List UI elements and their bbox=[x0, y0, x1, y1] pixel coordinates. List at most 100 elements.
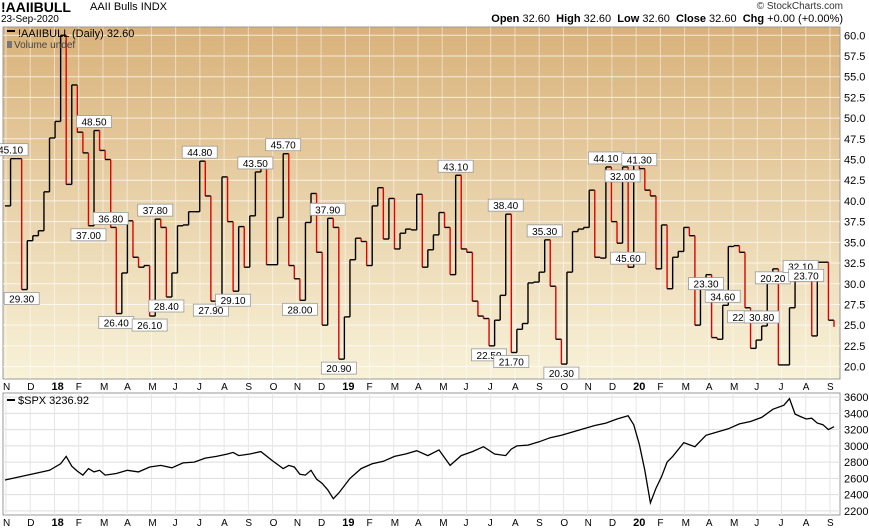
data-label-text: 20.90 bbox=[326, 364, 351, 375]
x-tick-label: A bbox=[512, 518, 519, 529]
x-tick-label: M bbox=[148, 382, 156, 393]
spx-y-tick-label: 2200 bbox=[844, 506, 868, 518]
y-tick-label: 20.0 bbox=[844, 362, 865, 374]
data-label-box bbox=[437, 159, 474, 173]
data-label-box bbox=[493, 355, 530, 368]
data-label-box bbox=[181, 145, 218, 159]
legend-series: !AAIIBULL (Daily) 32.60 bbox=[18, 28, 134, 40]
y-tick-label: 40.0 bbox=[844, 196, 865, 208]
x-tick-label: A bbox=[706, 518, 713, 529]
x-tick-label: D bbox=[318, 382, 325, 393]
data-label-text: 26.10 bbox=[137, 321, 162, 332]
x-tick-label: S bbox=[827, 518, 834, 529]
data-label: 35.30 bbox=[526, 224, 563, 238]
data-label: 27.90 bbox=[192, 303, 229, 317]
x-tick-label: J bbox=[197, 518, 202, 529]
data-label: 21.70 bbox=[493, 355, 530, 368]
data-label-box bbox=[621, 153, 658, 167]
y-tick-label: 60.0 bbox=[844, 30, 865, 42]
symbol-title: !AAIIBULL bbox=[1, 0, 71, 15]
x-tick-label: A bbox=[124, 518, 131, 529]
data-label-text: 38.40 bbox=[493, 201, 518, 212]
data-label-box bbox=[788, 268, 825, 282]
x-tick-label: J bbox=[463, 518, 468, 529]
data-label-text: 34.60 bbox=[710, 292, 735, 303]
y-tick-label: 50.0 bbox=[844, 113, 865, 125]
y-tick-label: 47.5 bbox=[844, 134, 865, 146]
y-tick-label: 42.5 bbox=[844, 175, 865, 187]
spx-grid bbox=[3, 393, 840, 515]
data-label: 29.10 bbox=[215, 293, 252, 307]
x-tick-label: A bbox=[415, 518, 422, 529]
data-label: 43.10 bbox=[437, 159, 474, 173]
data-label-box bbox=[604, 169, 641, 183]
y-tick-label: 32.5 bbox=[844, 258, 865, 270]
x-tick-label: D bbox=[609, 518, 616, 529]
quote-summary: Open 32.60 High 32.60 Low 32.60 Close 32… bbox=[491, 13, 843, 25]
data-label-text: 43.10 bbox=[443, 162, 468, 173]
y-tick-label: 52.5 bbox=[844, 92, 865, 104]
spx-y-tick-label: 3600 bbox=[844, 392, 868, 404]
data-label-box bbox=[704, 289, 741, 303]
x-tick-label: J bbox=[488, 382, 493, 393]
spx-y-tick-label: 3000 bbox=[844, 441, 868, 453]
data-label-box bbox=[320, 361, 357, 375]
x-tick-label: F bbox=[76, 518, 82, 529]
x-tick-label: M bbox=[439, 382, 447, 393]
data-label-text: 30.80 bbox=[749, 313, 774, 324]
data-label-box bbox=[192, 303, 229, 317]
high-label: High bbox=[556, 13, 581, 25]
data-label-text: 45.10 bbox=[0, 146, 24, 157]
x-tick-label: J bbox=[779, 382, 784, 393]
x-tick-label: A bbox=[803, 382, 810, 393]
high-value: 32.60 bbox=[583, 13, 612, 25]
x-tick-label: M bbox=[391, 382, 399, 393]
data-label-text: 44.10 bbox=[593, 154, 618, 165]
data-label: 38.40 bbox=[487, 198, 524, 212]
data-label: 41.30 bbox=[621, 153, 658, 167]
x-tick-label: O bbox=[270, 518, 278, 529]
x-tick-label: N bbox=[585, 382, 592, 393]
data-label: 20.30 bbox=[543, 366, 580, 380]
x-tick-label: M bbox=[100, 518, 108, 529]
data-label-box bbox=[610, 251, 647, 265]
x-tick-label: J bbox=[754, 382, 759, 393]
low-value: 32.60 bbox=[642, 13, 670, 25]
data-label: 34.60 bbox=[704, 289, 741, 303]
data-label-text: 26.40 bbox=[104, 319, 129, 330]
low-label: Low bbox=[617, 13, 640, 25]
y-tick-label: 25.0 bbox=[844, 320, 865, 332]
x-tick-label: A bbox=[124, 382, 131, 393]
chart-date: 23-Sep-2020 bbox=[1, 14, 59, 25]
x-tick-label: N bbox=[3, 518, 10, 529]
data-label-box bbox=[148, 299, 185, 313]
x-tick-label: D bbox=[318, 518, 325, 529]
y-tick-label: 27.5 bbox=[844, 299, 865, 311]
y-tick-label: 57.5 bbox=[844, 51, 865, 63]
data-label-text: 29.30 bbox=[9, 295, 34, 306]
data-label: 32.00 bbox=[604, 169, 641, 183]
spx-y-tick-label: 3400 bbox=[844, 408, 868, 420]
x-tick-label: S bbox=[536, 518, 543, 529]
spx-y-tick-label: 2800 bbox=[844, 457, 868, 469]
data-label-text: 32.00 bbox=[610, 172, 635, 183]
data-label-box bbox=[3, 292, 40, 305]
x-tick-label: O bbox=[560, 382, 568, 393]
x-tick-label: F bbox=[657, 382, 663, 393]
x-tick-label: A bbox=[803, 518, 810, 529]
y-tick-label: 55.0 bbox=[844, 72, 865, 84]
x-tick-label: M bbox=[148, 518, 156, 529]
x-tick-label: J bbox=[488, 518, 493, 529]
data-label-box bbox=[92, 212, 129, 225]
data-label-text: 32.10 bbox=[788, 262, 813, 273]
spx-series bbox=[4, 397, 835, 506]
data-label: 37.80 bbox=[137, 203, 174, 217]
data-label: 44.80 bbox=[181, 145, 218, 159]
data-label: 36.80 bbox=[92, 212, 129, 225]
x-tick-label: F bbox=[76, 382, 82, 393]
x-tick-label: M bbox=[391, 518, 399, 529]
legend-swatch bbox=[7, 399, 15, 401]
brand-watermark: © StockCharts.com bbox=[756, 1, 843, 12]
data-label-box bbox=[215, 293, 252, 307]
